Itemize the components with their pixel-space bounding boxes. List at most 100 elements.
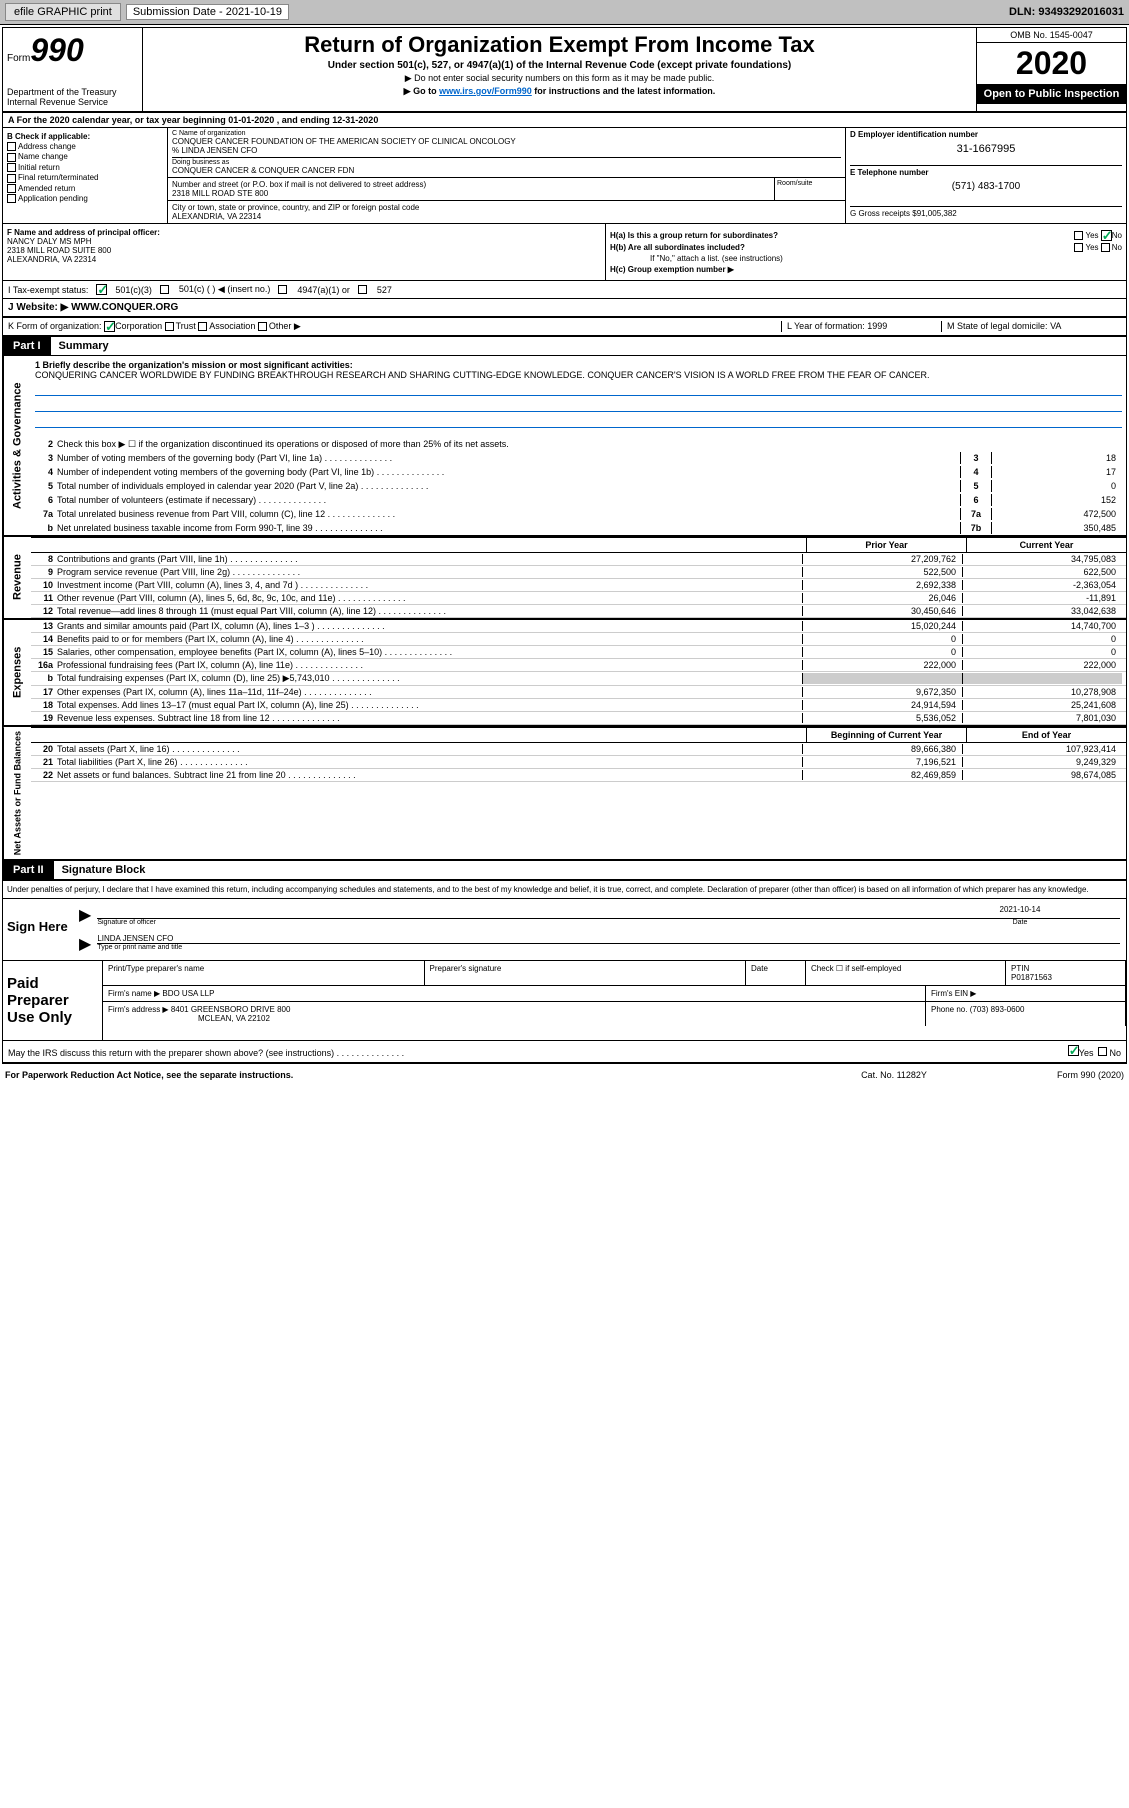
dln-label: DLN: 93493292016031 bbox=[1009, 6, 1124, 18]
fin-row: 8Contributions and grants (Part VIII, li… bbox=[31, 553, 1126, 566]
checkbox-app-pending[interactable] bbox=[7, 194, 16, 203]
irs-link[interactable]: www.irs.gov/Form990 bbox=[439, 86, 532, 96]
form-number: Form990 bbox=[7, 32, 138, 69]
sign-here-label: Sign Here bbox=[3, 899, 73, 960]
checkbox-501c[interactable] bbox=[160, 285, 169, 294]
checkbox-amended[interactable] bbox=[7, 184, 16, 193]
irs-discuss-question: May the IRS discuss this return with the… bbox=[8, 1048, 1068, 1058]
revenue-header: Prior YearCurrent Year bbox=[31, 537, 1126, 553]
footer: For Paperwork Reduction Act Notice, see … bbox=[0, 1066, 1129, 1084]
tax-status-row: I Tax-exempt status: 501(c)(3) 501(c) ( … bbox=[3, 281, 1126, 299]
fin-row: 21Total liabilities (Part X, line 26)7,1… bbox=[31, 756, 1126, 769]
checkbox-4947[interactable] bbox=[278, 285, 287, 294]
q2-text: Check this box ▶ ☐ if the organization d… bbox=[57, 439, 1122, 450]
side-label-netassets: Net Assets or Fund Balances bbox=[3, 727, 31, 859]
fin-row: 20Total assets (Part X, line 16)89,666,3… bbox=[31, 743, 1126, 756]
form-of-org: K Form of organization: Corporation Trus… bbox=[8, 321, 781, 332]
penalty-text: Under penalties of perjury, I declare th… bbox=[3, 881, 1126, 898]
checkbox-initial-return[interactable] bbox=[7, 163, 16, 172]
checkbox-ha-no[interactable] bbox=[1101, 230, 1112, 241]
fin-row: 22Net assets or fund balances. Subtract … bbox=[31, 769, 1126, 782]
year-formation: L Year of formation: 1999 bbox=[781, 321, 941, 332]
firm-name: BDO USA LLP bbox=[162, 989, 214, 998]
checkbox-discuss-no[interactable] bbox=[1098, 1047, 1107, 1056]
telephone: (571) 483-1700 bbox=[850, 181, 1122, 192]
fin-row: 19Revenue less expenses. Subtract line 1… bbox=[31, 712, 1126, 725]
checkbox-ha-yes[interactable] bbox=[1074, 231, 1083, 240]
header-center: Return of Organization Exempt From Incom… bbox=[143, 28, 976, 111]
checkbox-hb-yes[interactable] bbox=[1074, 243, 1083, 252]
officer-name: NANCY DALY MS MPH bbox=[7, 237, 601, 246]
ptin-value: P01871563 bbox=[1011, 973, 1120, 982]
subtitle-2: ▶ Do not enter social security numbers o… bbox=[147, 73, 972, 84]
checkbox-other[interactable] bbox=[258, 322, 267, 331]
efile-button[interactable]: efile GRAPHIC print bbox=[5, 3, 121, 21]
website-value: WWW.CONQUER.ORG bbox=[71, 302, 178, 313]
form-ref: Form 990 (2020) bbox=[994, 1070, 1124, 1080]
org-city: ALEXANDRIA, VA 22314 bbox=[172, 212, 841, 221]
fin-row: 9Program service revenue (Part VIII, lin… bbox=[31, 566, 1126, 579]
period-row: A For the 2020 calendar year, or tax yea… bbox=[3, 113, 1126, 128]
preparer-name-lbl: Print/Type preparer's name bbox=[103, 961, 425, 985]
org-dba: CONQUER CANCER & CONQUER CANCER FDN bbox=[172, 166, 841, 175]
netassets-header: Beginning of Current YearEnd of Year bbox=[31, 727, 1126, 743]
preparer-date-lbl: Date bbox=[746, 961, 806, 985]
fin-row: 12Total revenue—add lines 8 through 11 (… bbox=[31, 605, 1126, 618]
org-care-of: % LINDA JENSEN CFO bbox=[172, 146, 841, 155]
mission-text: CONQUERING CANCER WORLDWIDE BY FUNDING B… bbox=[35, 370, 1122, 380]
section-h-group: H(a) Is this a group return for subordin… bbox=[606, 224, 1126, 280]
side-label-revenue: Revenue bbox=[3, 537, 31, 618]
state-domicile: M State of legal domicile: VA bbox=[941, 321, 1121, 332]
gov-row: 4Number of independent voting members of… bbox=[31, 465, 1126, 479]
part-1-header: Part I bbox=[3, 337, 51, 355]
cat-no: Cat. No. 11282Y bbox=[794, 1070, 994, 1080]
fin-row: 14Benefits paid to or for members (Part … bbox=[31, 633, 1126, 646]
department-label: Department of the Treasury Internal Reve… bbox=[7, 87, 138, 107]
ein-value: 31-1667995 bbox=[850, 143, 1122, 155]
signature-field[interactable] bbox=[97, 905, 920, 919]
checkbox-corp[interactable] bbox=[104, 321, 115, 332]
section-d-e-g: D Employer identification number 31-1667… bbox=[846, 128, 1126, 223]
header-left: Form990 Department of the Treasury Inter… bbox=[3, 28, 143, 111]
website-row: J Website: ▶ WWW.CONQUER.ORG bbox=[3, 299, 1126, 318]
fin-row: 11Other revenue (Part VIII, column (A), … bbox=[31, 592, 1126, 605]
officer-name-title: LINDA JENSEN CFO bbox=[97, 934, 1120, 944]
firm-ein-lbl: Firm's EIN ▶ bbox=[926, 986, 1126, 1001]
part-1-title: Summary bbox=[51, 340, 109, 352]
firm-address: 8401 GREENSBORO DRIVE 800 bbox=[171, 1005, 291, 1014]
checkbox-501c3[interactable] bbox=[96, 284, 107, 295]
checkbox-discuss-yes[interactable] bbox=[1068, 1045, 1079, 1056]
checkbox-hb-no[interactable] bbox=[1101, 243, 1110, 252]
form-title: Return of Organization Exempt From Incom… bbox=[147, 32, 972, 58]
gross-receipts: 91,005,382 bbox=[917, 209, 957, 218]
fin-row: bTotal fundraising expenses (Part IX, co… bbox=[31, 672, 1126, 686]
part-2-header: Part II bbox=[3, 861, 54, 879]
paperwork-notice: For Paperwork Reduction Act Notice, see … bbox=[5, 1070, 794, 1080]
submission-date: Submission Date - 2021-10-19 bbox=[126, 4, 289, 20]
gov-row: 6Total number of volunteers (estimate if… bbox=[31, 493, 1126, 507]
section-c-org-info: C Name of organization CONQUER CANCER FO… bbox=[168, 128, 846, 223]
toolbar: efile GRAPHIC print Submission Date - 20… bbox=[0, 0, 1129, 25]
checkbox-assoc[interactable] bbox=[198, 322, 207, 331]
checkbox-name-change[interactable] bbox=[7, 153, 16, 162]
mission-block: 1 Briefly describe the organization's mi… bbox=[31, 356, 1126, 432]
org-name: CONQUER CANCER FOUNDATION OF THE AMERICA… bbox=[172, 137, 841, 146]
firm-address-2: MCLEAN, VA 22102 bbox=[108, 1014, 920, 1023]
checkbox-final-return[interactable] bbox=[7, 174, 16, 183]
header-right: OMB No. 1545-0047 2020 Open to Public In… bbox=[976, 28, 1126, 111]
checkbox-527[interactable] bbox=[358, 285, 367, 294]
room-suite: Room/suite bbox=[775, 178, 845, 200]
fin-row: 13Grants and similar amounts paid (Part … bbox=[31, 620, 1126, 633]
gov-row: 7aTotal unrelated business revenue from … bbox=[31, 507, 1126, 521]
checkbox-trust[interactable] bbox=[165, 322, 174, 331]
open-public-badge: Open to Public Inspection bbox=[977, 84, 1126, 104]
fin-row: 16aProfessional fundraising fees (Part I… bbox=[31, 659, 1126, 672]
fin-row: 15Salaries, other compensation, employee… bbox=[31, 646, 1126, 659]
officer-city: ALEXANDRIA, VA 22314 bbox=[7, 255, 601, 264]
subtitle-1: Under section 501(c), 527, or 4947(a)(1)… bbox=[147, 60, 972, 71]
side-label-expenses: Expenses bbox=[3, 620, 31, 725]
arrow-icon: ▶ bbox=[79, 905, 97, 926]
sign-date: 2021-10-14 bbox=[920, 905, 1120, 919]
checkbox-address-change[interactable] bbox=[7, 142, 16, 151]
firm-phone: (703) 893-0600 bbox=[970, 1005, 1025, 1014]
